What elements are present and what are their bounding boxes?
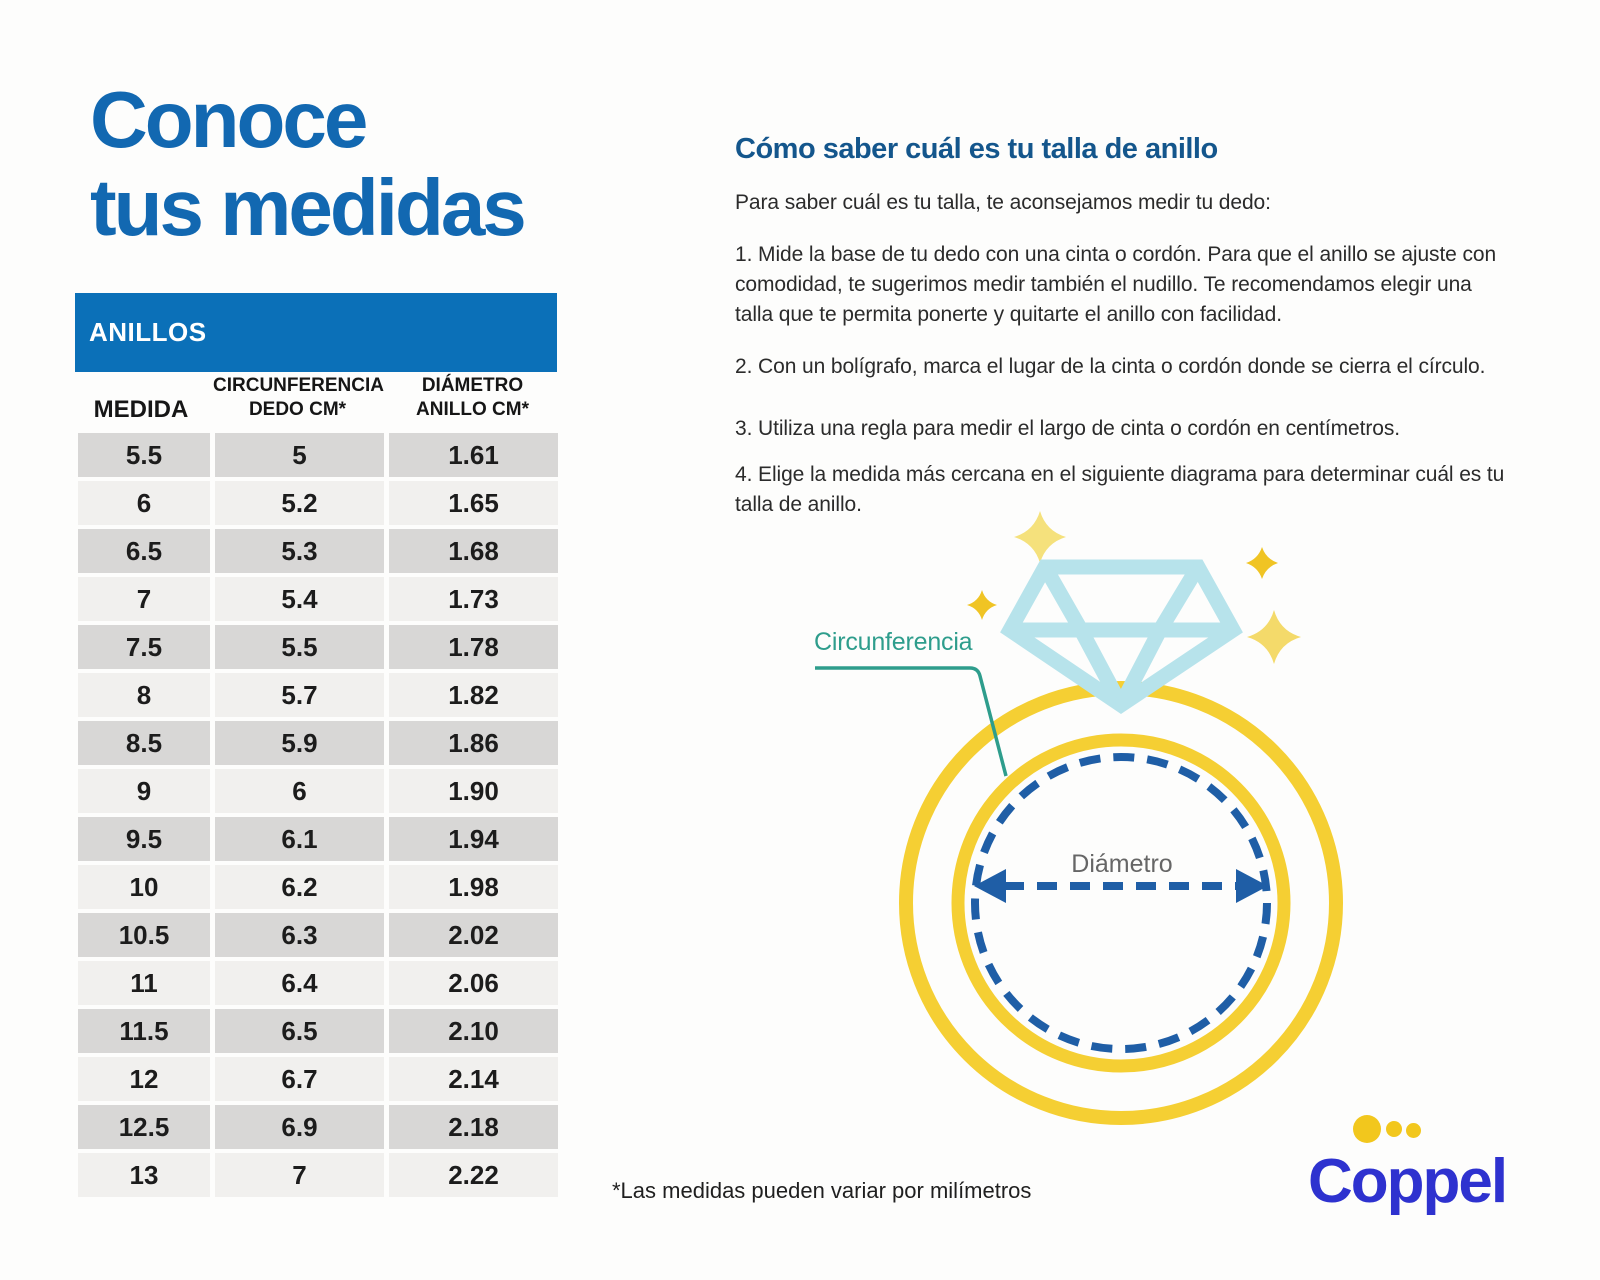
table-cell: 5.7 bbox=[215, 673, 384, 717]
table-row: 10.5 6.3 2.02 bbox=[78, 913, 558, 957]
table-cell: 1.86 bbox=[389, 721, 558, 765]
circumference-label: Circunferencia bbox=[814, 628, 973, 656]
table-cell: 2.02 bbox=[389, 913, 558, 957]
table-row: 13 7 2.22 bbox=[78, 1153, 558, 1197]
table-row: 9.5 6.1 1.94 bbox=[78, 817, 558, 861]
table-row: 5.5 5 1.61 bbox=[78, 433, 558, 477]
page-title: Conoce tus medidas bbox=[90, 75, 527, 252]
table-row: 10 6.2 1.98 bbox=[78, 865, 558, 909]
table-cell: 13 bbox=[78, 1153, 210, 1197]
size-table-body: 5.5 5 1.61 6 5.2 1.65 6.5 5.3 1.68 7 5.4 1.73 7.5 5.5… bbox=[78, 433, 558, 1201]
table-cell: 5.5 bbox=[78, 433, 210, 477]
intro-text: Para saber cuál es tu talla, te aconseja… bbox=[735, 191, 1271, 214]
sparkle-icon bbox=[1247, 610, 1301, 664]
logo-dot-medium bbox=[1386, 1121, 1402, 1137]
column-header-medida: MEDIDA bbox=[93, 396, 189, 423]
table-cell: 6.1 bbox=[215, 817, 384, 861]
table-cell: 12.5 bbox=[78, 1105, 210, 1149]
diameter-label: Diámetro bbox=[1071, 850, 1173, 878]
column-header-circunferencia: CIRCUNFERENCIA DEDO CM* bbox=[213, 375, 384, 420]
logo-dot-large bbox=[1353, 1115, 1381, 1143]
sparkle-icon bbox=[1014, 511, 1066, 563]
table-cell: 12 bbox=[78, 1057, 210, 1101]
step-1-text: 1. Mide la base de tu dedo con una cinta… bbox=[735, 243, 1497, 326]
table-cell: 5.2 bbox=[215, 481, 384, 525]
table-cell: 1.90 bbox=[389, 769, 558, 813]
ring-inner-circle bbox=[951, 733, 1291, 1073]
table-cell: 7 bbox=[215, 1153, 384, 1197]
table-cell: 5.9 bbox=[215, 721, 384, 765]
table-cell: 9.5 bbox=[78, 817, 210, 861]
brand-logo: Coppel bbox=[1308, 1147, 1508, 1216]
table-row: 8 5.7 1.82 bbox=[78, 673, 558, 717]
table-cell: 5.3 bbox=[215, 529, 384, 573]
ring-outer-circle bbox=[899, 681, 1343, 1125]
table-cell: 5 bbox=[215, 433, 384, 477]
sparkle-icon bbox=[967, 590, 997, 620]
table-cell: 10 bbox=[78, 865, 210, 909]
table-cell: 5.4 bbox=[215, 577, 384, 621]
table-cell: 7 bbox=[78, 577, 210, 621]
table-band: ANILLOS bbox=[75, 293, 557, 372]
table-cell: 9 bbox=[78, 769, 210, 813]
step-4-text: 4. Elige la medida más cercana en el sig… bbox=[735, 463, 1505, 516]
step-2-text: 2. Con un bolígrafo, marca el lugar de l… bbox=[735, 355, 1486, 378]
table-cell: 1.82 bbox=[389, 673, 558, 717]
table-row: 12.5 6.9 2.18 bbox=[78, 1105, 558, 1149]
table-cell: 6 bbox=[78, 481, 210, 525]
table-cell: 11 bbox=[78, 961, 210, 1005]
ring-diagram bbox=[815, 511, 1343, 1125]
circumference-dashed-circle bbox=[971, 753, 1271, 1053]
table-band-label: ANILLOS bbox=[89, 317, 207, 347]
table-cell: 6.7 bbox=[215, 1057, 384, 1101]
table-row: 11 6.4 2.06 bbox=[78, 961, 558, 1005]
table-cell: 1.68 bbox=[389, 529, 558, 573]
table-cell: 1.94 bbox=[389, 817, 558, 861]
table-cell: 2.22 bbox=[389, 1153, 558, 1197]
circumference-leader-line bbox=[815, 666, 1008, 777]
footnote: *Las medidas pueden variar por milímetro… bbox=[612, 1178, 1032, 1203]
logo-dot-small bbox=[1406, 1123, 1421, 1138]
table-row: 7 5.4 1.73 bbox=[78, 577, 558, 621]
step-3-text: 3. Utiliza una regla para medir el largo… bbox=[735, 417, 1400, 440]
table-cell: 1.61 bbox=[389, 433, 558, 477]
table-row: 7.5 5.5 1.78 bbox=[78, 625, 558, 669]
column-header-diametro: DIÁMETRO ANILLO CM* bbox=[416, 375, 529, 420]
table-cell: 5.5 bbox=[215, 625, 384, 669]
table-cell: 1.73 bbox=[389, 577, 558, 621]
table-cell: 1.65 bbox=[389, 481, 558, 525]
table-cell: 7.5 bbox=[78, 625, 210, 669]
table-cell: 6.5 bbox=[215, 1009, 384, 1053]
table-row: 8.5 5.9 1.86 bbox=[78, 721, 558, 765]
table-cell: 2.06 bbox=[389, 961, 558, 1005]
table-row: 11.5 6.5 2.10 bbox=[78, 1009, 558, 1053]
table-cell: 6 bbox=[215, 769, 384, 813]
diameter-arrow bbox=[974, 869, 1268, 903]
table-cell: 2.14 bbox=[389, 1057, 558, 1101]
table-cell: 6.2 bbox=[215, 865, 384, 909]
table-cell: 6.4 bbox=[215, 961, 384, 1005]
table-cell: 10.5 bbox=[78, 913, 210, 957]
sparkle-icon bbox=[1246, 547, 1278, 579]
table-row: 6 5.2 1.65 bbox=[78, 481, 558, 525]
diamond-icon bbox=[1000, 559, 1243, 715]
table-row: 6.5 5.3 1.68 bbox=[78, 529, 558, 573]
table-cell: 2.10 bbox=[389, 1009, 558, 1053]
table-cell: 1.98 bbox=[389, 865, 558, 909]
table-cell: 6.5 bbox=[78, 529, 210, 573]
table-column-headers: MEDIDA CIRCUNFERENCIA DEDO CM* DIÁMETRO … bbox=[75, 372, 557, 426]
table-cell: 1.78 bbox=[389, 625, 558, 669]
table-cell: 8.5 bbox=[78, 721, 210, 765]
section-heading: Cómo saber cuál es tu talla de anillo bbox=[735, 133, 1218, 165]
table-row: 9 6 1.90 bbox=[78, 769, 558, 813]
table-cell: 11.5 bbox=[78, 1009, 210, 1053]
table-cell: 8 bbox=[78, 673, 210, 717]
table-cell: 6.9 bbox=[215, 1105, 384, 1149]
table-row: 12 6.7 2.14 bbox=[78, 1057, 558, 1101]
table-cell: 6.3 bbox=[215, 913, 384, 957]
table-cell: 2.18 bbox=[389, 1105, 558, 1149]
